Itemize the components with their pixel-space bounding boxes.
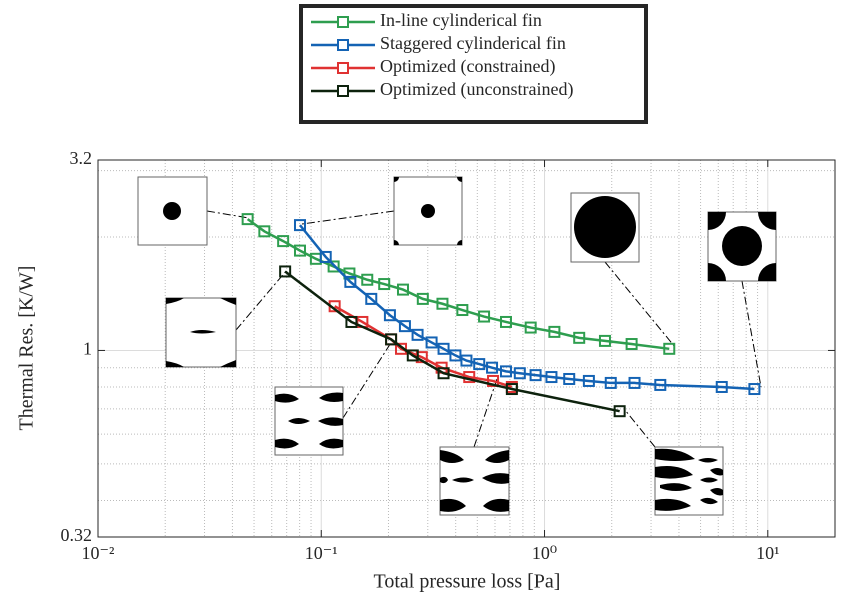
marker [383, 309, 396, 322]
marker [327, 260, 340, 273]
inset-big-staggered [707, 211, 777, 282]
marker [625, 338, 638, 351]
inset-topology-3 [439, 446, 510, 516]
legend: In-line cylinderical fin Staggered cylind… [299, 4, 648, 124]
legend-label: Optimized (unconstrained) [380, 79, 573, 100]
x-tick-label: 10¹ [756, 543, 779, 563]
plot-frame [97, 159, 836, 538]
marker [715, 380, 728, 393]
marker [345, 315, 358, 328]
marker [385, 333, 398, 346]
x-tick-label: 10⁻¹ [305, 543, 338, 563]
inset-big-cylinder [570, 192, 640, 263]
marker [628, 376, 641, 389]
y-axis-label: Thermal Res. [K/W] [16, 266, 38, 431]
marker [425, 336, 438, 349]
marker [473, 358, 486, 371]
marker [460, 354, 473, 367]
marker [361, 273, 374, 286]
leader-line [235, 269, 288, 331]
marker [486, 361, 499, 374]
marker [343, 267, 356, 280]
marker [319, 250, 332, 263]
y-tick-label: 3.2 [70, 148, 93, 168]
marker [449, 349, 462, 362]
inset-inline [137, 176, 208, 246]
legend-marker [337, 39, 349, 51]
leader-line [604, 261, 676, 348]
marker [241, 213, 254, 226]
marker [436, 297, 449, 310]
legend-marker [337, 16, 349, 28]
x-tick-label: 10⁻² [82, 543, 115, 563]
marker [378, 278, 391, 291]
marker [406, 349, 419, 362]
inset-staggered [393, 176, 463, 246]
marker [663, 342, 676, 355]
leader-line [741, 280, 762, 388]
marker [398, 320, 411, 333]
inset-topology-4 [654, 446, 724, 516]
marker [411, 328, 424, 341]
marker [613, 405, 626, 418]
legend-box [299, 4, 648, 124]
marker [279, 265, 292, 278]
insets [137, 176, 777, 516]
inset-topology-1 [165, 297, 237, 368]
marker [548, 325, 561, 338]
marker [748, 383, 761, 396]
marker [513, 367, 526, 380]
marker [365, 292, 378, 305]
series-line [334, 305, 513, 389]
legend-label: Staggered cylinderical fin [380, 33, 566, 53]
series-line [284, 270, 620, 413]
inset-topology-2 [274, 386, 344, 456]
marker [258, 225, 271, 238]
marker [396, 283, 409, 296]
series [241, 213, 761, 418]
marker [416, 292, 429, 305]
marker [573, 331, 586, 344]
marker [437, 367, 450, 380]
marker [499, 365, 512, 378]
leader-line [301, 210, 395, 225]
marker [545, 371, 558, 384]
marker [344, 275, 357, 288]
marker [456, 304, 469, 317]
marker [505, 383, 518, 396]
marker [582, 374, 595, 387]
marker [395, 342, 408, 355]
legend-marker [337, 62, 349, 74]
x-axis-label: Total pressure loss [Pa] [374, 571, 561, 593]
y-tick-label: 1 [83, 339, 92, 359]
leader-line [624, 409, 656, 448]
marker [499, 315, 512, 328]
leader-line [473, 378, 498, 448]
axes: 10⁻² 10⁻¹ 10⁰ 10¹ 0.32 1 3.2 [61, 148, 836, 563]
x-tick-label: 10⁰ [532, 543, 557, 563]
legend-label: In-line cylinderical fin [380, 10, 542, 30]
marker [293, 219, 306, 232]
marker [437, 342, 450, 355]
marker [478, 310, 491, 323]
marker [563, 372, 576, 385]
legend-marker [337, 85, 349, 97]
marker [529, 369, 542, 382]
marker [598, 334, 611, 347]
marker [277, 235, 290, 248]
legend-label: Optimized (constrained) [380, 56, 555, 77]
marker [293, 244, 306, 257]
y-tick-label: 0.32 [61, 525, 93, 545]
leader-lines [206, 210, 762, 448]
series-line [299, 224, 755, 391]
marker [604, 376, 617, 389]
marker [654, 378, 667, 391]
marker [524, 321, 537, 334]
